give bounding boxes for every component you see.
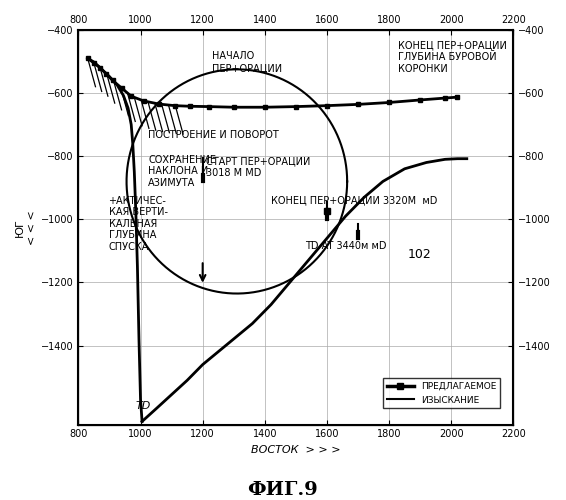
Text: TD AT 3440м мD: TD AT 3440м мD: [305, 241, 387, 251]
Text: ФИГ.9: ФИГ.9: [248, 481, 318, 499]
Text: НАЧАЛО
ПЕР+ОРАЦИИ: НАЧАЛО ПЕР+ОРАЦИИ: [212, 52, 282, 73]
Y-axis label: ЮГ
< < <: ЮГ < < <: [15, 210, 37, 244]
Text: КОНЕЦ ПЕР+ОРАЦИИ: КОНЕЦ ПЕР+ОРАЦИИ: [398, 40, 507, 50]
Text: СОХРАНЕНИЕ
НАКЛОНА И
АЗИМУТА: СОХРАНЕНИЕ НАКЛОНА И АЗИМУТА: [148, 154, 216, 188]
Text: TD: TD: [136, 401, 151, 411]
Legend: ПРЕДЛАГАЕМОЕ, ИЗЫСКАНИЕ: ПРЕДЛАГАЕМОЕ, ИЗЫСКАНИЕ: [383, 378, 500, 408]
Text: 102: 102: [408, 248, 431, 260]
Text: СТАРТ ПЕР+ОРАЦИИ
3018 М MD: СТАРТ ПЕР+ОРАЦИИ 3018 М MD: [206, 156, 310, 178]
Text: КОНЕЦ ПЕР+ОРАЦИИ 3320М  мD: КОНЕЦ ПЕР+ОРАЦИИ 3320М мD: [271, 196, 438, 205]
X-axis label: ВОСТОК  > > >: ВОСТОК > > >: [251, 445, 341, 455]
Text: ГЛУБИНА БУРОВОЙ
КОРОНКИ: ГЛУБИНА БУРОВОЙ КОРОНКИ: [398, 52, 497, 74]
Text: +АКТИЧЕС-
КАЯ ВЕРТИ-
КАЛЬНАЯ
ГЛУБИНА
СПУСКА: +АКТИЧЕС- КАЯ ВЕРТИ- КАЛЬНАЯ ГЛУБИНА СПУ…: [109, 196, 168, 252]
Text: ПОСТРОЕНИЕ И ПОВОРОТ: ПОСТРОЕНИЕ И ПОВОРОТ: [148, 130, 279, 140]
